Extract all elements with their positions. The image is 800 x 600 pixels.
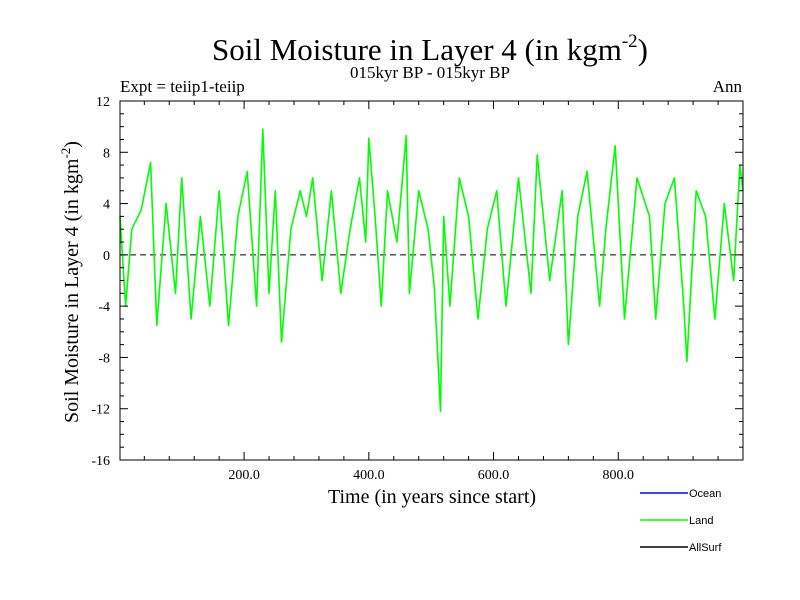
y-tick-label: -12 (91, 403, 110, 418)
y-axis: -16 -12 -8 -4 0 4 8 12 (91, 95, 743, 469)
legend-label-land: Land (689, 515, 713, 527)
subtitle-right: Ann (713, 77, 743, 96)
y-axis-label: Soil Moisture in Layer 4 (in kgm-2) (58, 141, 83, 423)
series-line-land (119, 128, 744, 413)
legend-label-ocean: Ocean (689, 488, 721, 500)
legend: Ocean Land AllSurf (640, 488, 722, 554)
y-tick-label: 12 (96, 95, 110, 110)
x-axis: 200.0 400.0 600.0 800.0 (143, 101, 719, 483)
x-tick-label: 600.0 (478, 468, 510, 483)
y-tick-label: -16 (91, 454, 110, 469)
plot-area (119, 100, 744, 461)
x-axis-label: Time (in years since start) (328, 486, 536, 508)
legend-label-allsurf: AllSurf (689, 542, 722, 554)
y-tick-label: -4 (98, 300, 110, 315)
x-tick-label: 200.0 (228, 468, 260, 483)
y-tick-label: -8 (98, 351, 110, 366)
subtitle-left: Expt = teiip1-teiip (120, 77, 245, 96)
subtitle-center: 015kyr BP - 015kyr BP (350, 63, 510, 82)
y-tick-label: 4 (103, 198, 110, 213)
y-tick-label: 0 (103, 249, 110, 264)
plot-frame (119, 100, 744, 461)
x-tick-label: 800.0 (603, 468, 635, 483)
y-tick-label: 8 (103, 146, 110, 161)
chart-title: Soil Moisture in Layer 4 (in kgm-2) (212, 31, 648, 67)
x-tick-label: 400.0 (353, 468, 385, 483)
